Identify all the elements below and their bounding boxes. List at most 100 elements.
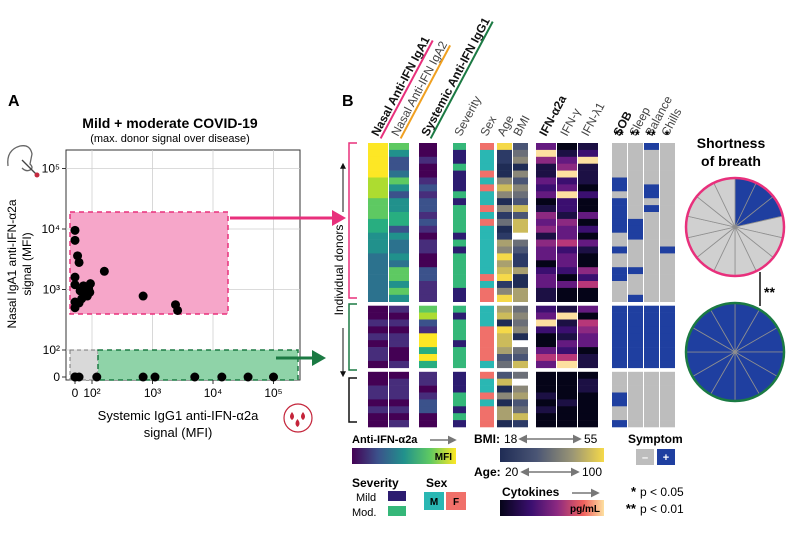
heatmap-cell — [557, 184, 577, 192]
heatmap-cell — [628, 156, 643, 164]
legend-female-label: F — [453, 497, 459, 508]
heatmap-cell — [644, 239, 659, 247]
heatmap-cell — [513, 274, 528, 282]
heatmap-cell — [497, 218, 512, 227]
heatmap-cell — [557, 385, 577, 393]
heatmap-cell — [453, 294, 466, 302]
heatmap-cell — [612, 305, 627, 313]
sob-title-2: of breath — [701, 153, 761, 169]
heatmap-cell — [368, 326, 388, 334]
heatmap-cell — [513, 399, 528, 407]
y-tick-label: 10⁵ — [42, 162, 60, 176]
heatmap-cell — [497, 319, 512, 327]
x-axis-label-1: Systemic IgG1 anti-IFN-α2a — [98, 408, 259, 423]
heatmap-cell — [557, 347, 577, 355]
heatmap-cell — [612, 232, 627, 240]
heatmap-cell — [644, 170, 659, 178]
heatmap-cell — [513, 371, 528, 379]
heatmap-cell — [453, 246, 466, 254]
heatmap-cell — [497, 287, 512, 296]
heatmap-cell — [557, 305, 577, 313]
heatmap-cell — [578, 184, 598, 192]
panel-b-label: B — [342, 93, 354, 110]
heatmap-cell — [557, 156, 577, 164]
heatmap-cell — [368, 319, 388, 327]
column-header-underline — [399, 44, 452, 139]
heatmap-cell — [644, 260, 659, 268]
heatmap-cell — [628, 205, 643, 213]
heatmap-cell — [536, 184, 556, 192]
heatmap-cell — [389, 392, 409, 400]
heatmap-cell — [389, 406, 409, 414]
heatmap-cell — [389, 225, 409, 233]
heatmap-cell — [513, 184, 528, 192]
heatmap-cell — [419, 294, 437, 302]
heatmap-cell — [536, 340, 556, 348]
column-header-text: BMI — [510, 113, 532, 138]
heatmap-cell — [480, 163, 494, 171]
heatmap-cell — [612, 333, 627, 341]
heatmap-cell — [557, 406, 577, 414]
heatmap-cell — [536, 177, 556, 185]
heatmap-cell — [497, 143, 512, 151]
heatmap-cell — [628, 281, 643, 289]
heatmap-cell — [644, 360, 659, 369]
sob-title-1: Shortness — [697, 135, 766, 151]
heatmap-cell — [536, 378, 556, 386]
heatmap-cell — [536, 305, 556, 313]
heatmap-cell — [644, 184, 659, 192]
heatmap-cell — [419, 239, 437, 247]
heatmap-cell — [660, 378, 675, 386]
heatmap-cell — [628, 212, 643, 220]
legend-severity-mild: Mild — [356, 492, 376, 504]
heatmap-cell — [497, 413, 512, 421]
heatmap-cell — [660, 198, 675, 206]
heatmap-cell — [536, 347, 556, 355]
heatmap-cell — [578, 385, 598, 393]
heatmap-cell — [557, 149, 577, 158]
heatmap-cell — [536, 149, 556, 158]
heatmap-cell — [557, 274, 577, 282]
heatmap-cell — [513, 406, 528, 414]
heatmap-cell — [480, 218, 494, 227]
y-axis-ticks: 0 10² 10³ 10⁴ 10⁵ — [41, 162, 66, 384]
heatmap-cell — [578, 156, 598, 164]
heatmap-cell — [419, 305, 437, 313]
heatmap-cell — [497, 232, 512, 240]
heatmap-cell — [453, 191, 466, 199]
legend-mild-swatch — [388, 491, 406, 501]
legend-mfi-label: MFI — [435, 452, 452, 463]
heatmap-cell — [612, 392, 627, 400]
heatmap-cell — [612, 170, 627, 178]
heatmap-cell — [557, 378, 577, 386]
heatmap-cell — [628, 385, 643, 393]
heatmap-cell — [453, 156, 466, 164]
heatmap-cell — [497, 246, 512, 254]
data-point — [70, 280, 80, 290]
data-point — [269, 372, 278, 382]
legend-bmi-max: 55 — [584, 432, 598, 446]
heatmap-cell — [536, 420, 556, 428]
heatmap-cell — [368, 312, 388, 320]
heatmap-cell — [612, 212, 627, 220]
heatmap-cell — [536, 413, 556, 421]
heatmap-cell — [578, 354, 598, 362]
symptom-star: ** — [630, 128, 640, 142]
heatmap-cell — [389, 260, 409, 268]
heatmap-cell — [628, 399, 643, 407]
heatmap-cell — [513, 163, 528, 171]
heatmap-cell — [612, 312, 627, 320]
legend-symptom-title: Symptom — [628, 432, 683, 446]
heatmap-cell — [368, 333, 388, 341]
x-axis-label-2: signal (MFI) — [144, 425, 213, 440]
heatmap-cell — [419, 378, 437, 386]
heatmap-cell — [419, 177, 437, 185]
heatmap-cell — [660, 225, 675, 233]
heatmap-cell — [368, 385, 388, 393]
heatmap-cell — [644, 253, 659, 261]
heatmap-cell — [368, 170, 388, 178]
heatmap-cell — [644, 312, 659, 320]
heatmap-cell — [536, 260, 556, 268]
green-connector-arrow — [276, 350, 326, 366]
heatmap-cell — [536, 333, 556, 341]
